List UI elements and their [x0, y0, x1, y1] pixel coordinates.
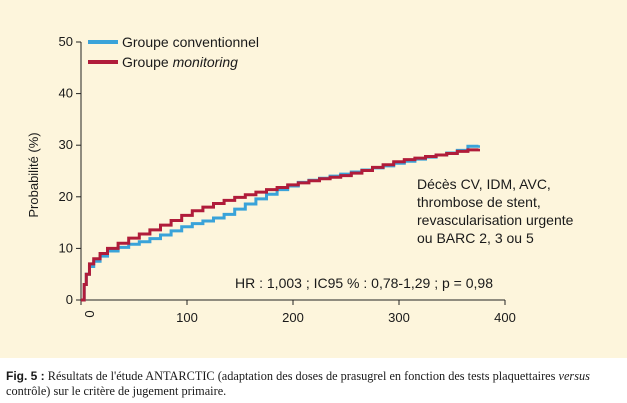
legend: Groupe conventionnel Groupe monitoring [88, 34, 259, 70]
chart-axes: 0 10 20 30 40 50 0 100 200 300 400 [59, 34, 516, 325]
figure-caption: Fig. 5 : Résultats de l'étude ANTARCTIC … [6, 369, 618, 399]
figure-label: Fig. 5 : [6, 369, 45, 383]
caption-italic: versus [558, 369, 590, 383]
chart-svg: 0 10 20 30 40 50 0 100 200 300 400 Probabilité (%)… [26, 34, 574, 325]
chart-lines [81, 144, 480, 302]
x-tick-label: 100 [176, 310, 198, 325]
legend-label-conventionnel: Groupe conventionnel [122, 34, 259, 50]
x-tick-label: 0 [82, 310, 97, 317]
caption-text-end: contrôle) sur le critère de jugement pri… [6, 384, 227, 398]
annotation-line: revascularisation urgente [417, 212, 574, 228]
x-tick-label: 200 [282, 310, 304, 325]
y-tick-label: 20 [59, 189, 73, 204]
caption-text: Résultats de l'étude ANTARCTIC (adaptati… [44, 369, 559, 383]
y-tick-label: 50 [59, 34, 73, 49]
legend-label-monitoring: Groupe monitoring [122, 54, 238, 70]
annotation-line: Décès CV, IDM, AVC, [417, 176, 551, 192]
criteria-annotation: Décès CV, IDM, AVC, thrombose de stent, re… [417, 176, 574, 246]
y-tick-label: 30 [59, 137, 73, 152]
x-tick-label: 300 [388, 310, 410, 325]
series-line-monitoring [81, 148, 480, 302]
y-tick-label: 0 [66, 292, 73, 307]
y-axis-title: Probabilité (%) [26, 132, 41, 217]
x-tick-label: 400 [494, 310, 516, 325]
chart-figure: 0 10 20 30 40 50 0 100 200 300 400 Probabilité (%)… [0, 0, 627, 358]
annotation-line: ou BARC 2, 3 ou 5 [417, 230, 534, 246]
y-tick-label: 40 [59, 86, 73, 101]
annotation-line: thrombose de stent, [417, 194, 541, 210]
stats-annotation: HR : 1,003 ; IC95 % : 0,78-1,29 ; p = 0,… [235, 275, 493, 291]
y-tick-label: 10 [59, 240, 73, 255]
